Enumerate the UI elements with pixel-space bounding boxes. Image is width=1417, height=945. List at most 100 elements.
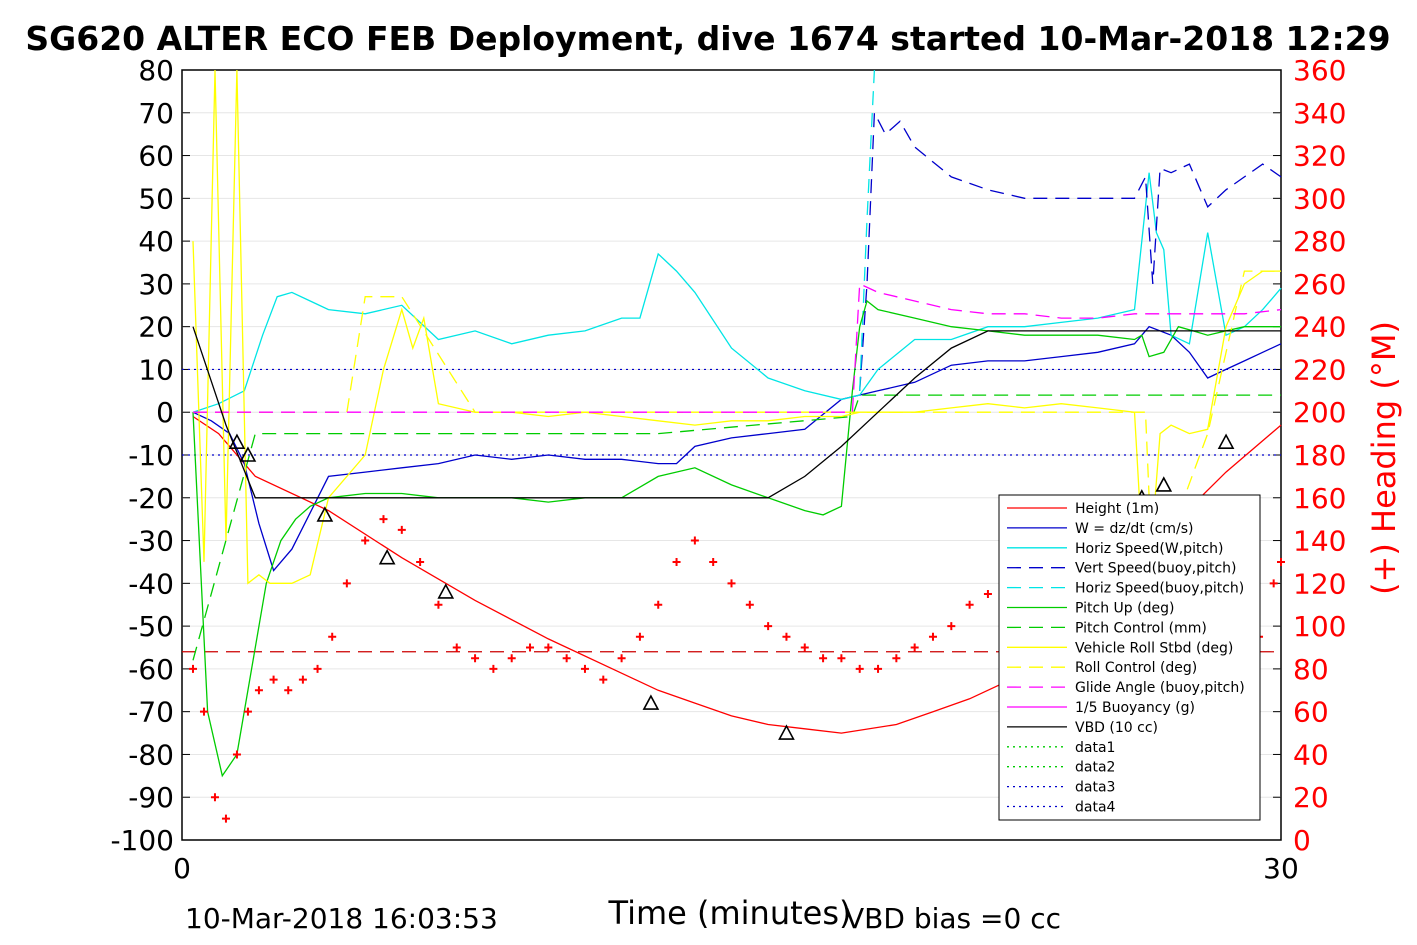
heading-point [580, 664, 589, 673]
heading-point [690, 536, 699, 545]
left-tick-label: 0 [156, 396, 174, 429]
right-tick-label: 340 [1293, 97, 1346, 130]
heading-point [709, 557, 718, 566]
right-tick-label: 120 [1293, 567, 1346, 600]
heading-point [416, 557, 425, 566]
left-tick-label: -80 [128, 738, 174, 771]
right-tick-label: 300 [1293, 182, 1346, 215]
right-tick-label: 240 [1293, 311, 1346, 344]
right-tick-label: 80 [1293, 653, 1329, 686]
heading-point [284, 686, 293, 695]
legend-label: data1 [1075, 740, 1115, 756]
heading-point [855, 664, 864, 673]
x-tick-label: 30 [1263, 852, 1299, 885]
heading-point [526, 643, 535, 652]
left-tick-label: 60 [138, 140, 174, 173]
legend-label: Glide Angle (buoy,pitch) [1075, 680, 1245, 696]
heading-point [452, 643, 461, 652]
x-tick-label: 0 [173, 852, 191, 885]
right-tick-label: 40 [1293, 738, 1329, 771]
heading-point [782, 632, 791, 641]
heading-point [599, 675, 608, 684]
right-tick-label: 140 [1293, 525, 1346, 558]
left-tick-label: -90 [128, 781, 174, 814]
legend-label: Horiz Speed(buoy,pitch) [1075, 581, 1244, 597]
heading-point [635, 632, 644, 641]
heading-point [221, 814, 230, 823]
waypoint-marker [1155, 476, 1173, 492]
legend: Height (1m) W = dz/dt (cm/s) Horiz Speed(W… [998, 494, 1261, 821]
series-horiz_buoy [859, 69, 876, 391]
left-tick-label: 30 [138, 268, 174, 301]
right-tick-label: 220 [1293, 353, 1346, 386]
right-tick-label: 0 [1293, 824, 1311, 857]
left-tick-label: 40 [138, 225, 174, 258]
legend-label: VBD (10 cc) [1075, 720, 1158, 736]
tick-labels: 80706050403020100-10-20-30-40-50-60-70-8… [110, 54, 1346, 885]
heading-point [544, 643, 553, 652]
waypoint-marker [228, 433, 246, 449]
left-tick-label: 70 [138, 97, 174, 130]
left-tick-label: -10 [128, 439, 174, 472]
right-tick-label: 320 [1293, 140, 1346, 173]
series-pitch [192, 299, 1281, 778]
heading-point [397, 525, 406, 534]
waypoint-marker [378, 548, 396, 565]
heading-point [1269, 579, 1278, 588]
legend-label: data2 [1075, 760, 1115, 776]
waypoint-marker [437, 583, 455, 599]
footer-vbd-bias: VBD bias =0 cc [845, 902, 1061, 935]
right-axis-label: (+) Heading (°M) [1365, 321, 1403, 595]
heading-point [243, 707, 252, 716]
heading-point [672, 557, 681, 566]
right-tick-label: 180 [1293, 439, 1346, 472]
right-tick-label: 20 [1293, 781, 1329, 814]
heading-point [489, 664, 498, 673]
heading-point [210, 793, 219, 802]
footer-timestamp: 10-Mar-2018 16:03:53 [185, 902, 498, 935]
heading-point [965, 600, 974, 609]
legend-label: Pitch Up (deg) [1075, 601, 1174, 617]
left-tick-label: 10 [138, 353, 174, 386]
right-tick-label: 200 [1293, 396, 1346, 429]
heading-point [745, 600, 754, 609]
heading-point [361, 536, 370, 545]
left-tick-label: -30 [128, 525, 174, 558]
right-tick-label: 160 [1293, 482, 1346, 515]
heading-point [507, 654, 516, 663]
right-tick-label: 360 [1293, 54, 1346, 87]
series-horiz_w [192, 172, 1282, 413]
left-tick-label: 20 [138, 311, 174, 344]
right-tick-label: 280 [1293, 225, 1346, 258]
heading-point [800, 643, 809, 652]
heading-point [313, 664, 322, 673]
heading-point [947, 622, 956, 631]
waypoint-marker [316, 506, 334, 522]
legend-label: Height (1m) [1075, 501, 1159, 517]
legend-label: data3 [1075, 780, 1115, 796]
heading-point [983, 590, 992, 599]
left-tick-label: 80 [138, 54, 174, 87]
left-tick-label: -40 [128, 567, 174, 600]
heading-point [562, 654, 571, 663]
heading-point [727, 579, 736, 588]
heading-point [434, 600, 443, 609]
legend-label: data4 [1075, 800, 1116, 816]
series-vbd [192, 326, 1281, 499]
right-tick-label: 60 [1293, 696, 1329, 729]
heading-point [232, 750, 241, 759]
right-tick-label: 260 [1293, 268, 1346, 301]
left-tick-label: 50 [138, 182, 174, 215]
legend-label: Pitch Control (mm) [1075, 620, 1207, 636]
series-roll_ctrl [193, 270, 1281, 584]
right-tick-label: 100 [1293, 610, 1346, 643]
heading-point [819, 654, 828, 663]
heading-point [328, 632, 337, 641]
legend-label: W = dz/dt (cm/s) [1075, 521, 1194, 537]
heading-point [654, 600, 663, 609]
chart-title: SG620 ALTER ECO FEB Deployment, dive 167… [25, 19, 1390, 58]
legend-label: Vehicle Roll Stbd (deg) [1075, 640, 1233, 656]
left-tick-label: -20 [128, 482, 174, 515]
marker-group [228, 433, 1235, 740]
series-vert_buoy [859, 110, 1282, 391]
